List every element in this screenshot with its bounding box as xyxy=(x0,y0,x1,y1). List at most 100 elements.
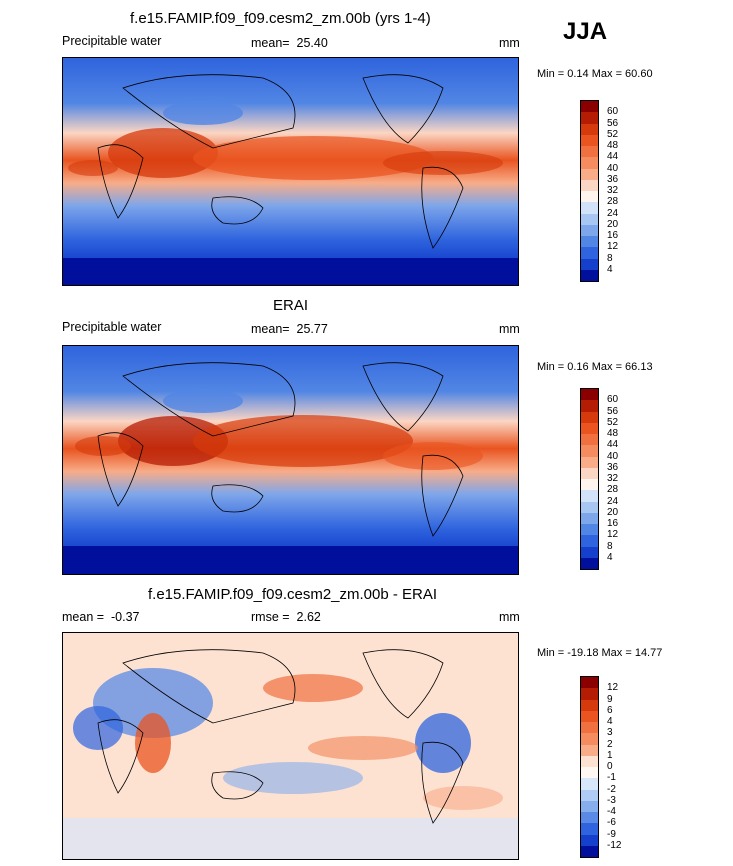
panel1-minmax: Min = 0.14 Max = 60.60 xyxy=(537,68,653,80)
panel3-map xyxy=(62,632,519,860)
panel3-rmse-value: 2.62 xyxy=(296,610,321,624)
colorbar-swatch xyxy=(581,434,598,446)
colorbar-tick-label: 20 xyxy=(607,218,619,230)
colorbar-swatch xyxy=(581,123,598,135)
colorbar-tick-label: 56 xyxy=(607,405,619,417)
panel3-mean: mean = -0.37 xyxy=(62,610,140,624)
colorbar-tick-label: 12 xyxy=(607,241,619,253)
colorbar-swatch xyxy=(581,101,598,113)
colorbar-tick-label: 32 xyxy=(607,185,619,196)
colorbar-swatch xyxy=(581,411,598,423)
colorbar-tick-label: 56 xyxy=(607,117,619,129)
panel1-mean-value: 25.40 xyxy=(296,36,328,50)
colorbar-swatch xyxy=(581,247,598,259)
colorbar-tick-label: 28 xyxy=(607,196,619,208)
colorbar-swatch xyxy=(581,535,598,547)
colorbar-tick-label: 4 xyxy=(607,551,613,563)
panel2-mean-label: mean= xyxy=(251,322,290,336)
panel3-rmse: rmse = 2.62 xyxy=(251,610,321,624)
panel2-title: ERAI xyxy=(273,297,309,314)
colorbar-swatch xyxy=(581,755,598,767)
colorbar-tick-label: 4 xyxy=(607,263,613,275)
colorbar-swatch xyxy=(581,677,598,689)
panel3-colorbar-swatches xyxy=(581,677,598,857)
colorbar-tick-label: 16 xyxy=(607,518,619,529)
colorbar-tick-label: 24 xyxy=(607,495,619,507)
colorbar-swatch xyxy=(581,733,598,745)
colorbar-tick-label: 40 xyxy=(607,162,619,174)
colorbar-swatch xyxy=(581,845,598,857)
colorbar-swatch xyxy=(581,557,598,569)
panel3-rmse-label: rmse = xyxy=(251,610,290,624)
colorbar-swatch xyxy=(581,767,598,779)
colorbar-tick-label: 1 xyxy=(607,749,613,761)
panel3-colorbar xyxy=(580,676,599,858)
colorbar-tick-label: 44 xyxy=(607,439,619,451)
panel1-title: f.e15.FAMIP.f09_f09.cesm2_zm.00b (yrs 1-… xyxy=(130,10,431,27)
colorbar-tick-label: 9 xyxy=(607,693,613,705)
colorbar-tick-label: 2 xyxy=(607,738,613,750)
colorbar-swatch xyxy=(581,722,598,734)
colorbar-swatch xyxy=(581,400,598,412)
colorbar-swatch xyxy=(581,445,598,457)
colorbar-swatch xyxy=(581,800,598,812)
panel1-units: mm xyxy=(499,36,520,50)
colorbar-swatch xyxy=(581,778,598,790)
colorbar-tick-label: 12 xyxy=(607,682,619,694)
colorbar-swatch xyxy=(581,112,598,124)
colorbar-swatch xyxy=(581,236,598,248)
panel3-mean-label: mean = xyxy=(62,610,105,624)
panel1-colorbar-swatches xyxy=(581,101,598,281)
colorbar-swatch xyxy=(581,834,598,846)
panel3-minmax: Min = -19.18 Max = 14.77 xyxy=(537,647,663,659)
colorbar-swatch xyxy=(581,744,598,756)
colorbar-swatch xyxy=(581,479,598,491)
colorbar-tick-label: 36 xyxy=(607,173,619,185)
panel2-units: mm xyxy=(499,322,520,336)
colorbar-tick-label: 12 xyxy=(607,529,619,541)
colorbar-swatch xyxy=(581,258,598,270)
colorbar-tick-label: 48 xyxy=(607,428,619,439)
colorbar-swatch xyxy=(581,269,598,281)
colorbar-swatch xyxy=(581,422,598,434)
colorbar-tick-label: 36 xyxy=(607,461,619,473)
colorbar-tick-label: 6 xyxy=(607,704,613,716)
panel3-title: f.e15.FAMIP.f09_f09.cesm2_zm.00b - ERAI xyxy=(148,586,438,603)
colorbar-tick-label: 60 xyxy=(607,394,619,406)
panel2-minmax: Min = 0.16 Max = 66.13 xyxy=(537,361,653,373)
colorbar-tick-label: 28 xyxy=(607,484,619,496)
colorbar-swatch xyxy=(581,191,598,203)
colorbar-swatch xyxy=(581,213,598,225)
panel2-map xyxy=(62,345,519,575)
colorbar-tick-label: 4 xyxy=(607,716,613,727)
colorbar-swatch xyxy=(581,524,598,536)
panel1-colorbar xyxy=(580,100,599,282)
colorbar-tick-label: 48 xyxy=(607,140,619,151)
colorbar-tick-label: 60 xyxy=(607,106,619,118)
panel2-colorbar xyxy=(580,388,599,570)
panel3-mean-value: -0.37 xyxy=(111,610,140,624)
colorbar-swatch xyxy=(581,699,598,711)
colorbar-tick-label: -9 xyxy=(607,828,616,840)
panel2-variable: Precipitable water xyxy=(62,320,162,334)
panel2-colorbar-swatches xyxy=(581,389,598,569)
colorbar-swatch xyxy=(581,812,598,824)
colorbar-swatch xyxy=(581,688,598,700)
colorbar-tick-label: 0 xyxy=(607,761,613,772)
colorbar-tick-label: -3 xyxy=(607,794,616,806)
colorbar-tick-label: -6 xyxy=(607,817,616,829)
panel1-map xyxy=(62,57,519,286)
panel2-mean-value: 25.77 xyxy=(296,322,328,336)
colorbar-tick-label: 44 xyxy=(607,151,619,163)
colorbar-tick-label: 16 xyxy=(607,230,619,241)
colorbar-swatch xyxy=(581,490,598,502)
colorbar-tick-label: 3 xyxy=(607,727,613,739)
season-label: JJA xyxy=(563,18,608,45)
colorbar-tick-label: 40 xyxy=(607,450,619,462)
colorbar-swatch xyxy=(581,823,598,835)
colorbar-swatch xyxy=(581,456,598,468)
colorbar-tick-label: 8 xyxy=(607,252,613,264)
panel1-variable: Precipitable water xyxy=(62,34,162,48)
colorbar-swatch xyxy=(581,501,598,513)
panel2-mean: mean= 25.77 xyxy=(251,322,328,336)
